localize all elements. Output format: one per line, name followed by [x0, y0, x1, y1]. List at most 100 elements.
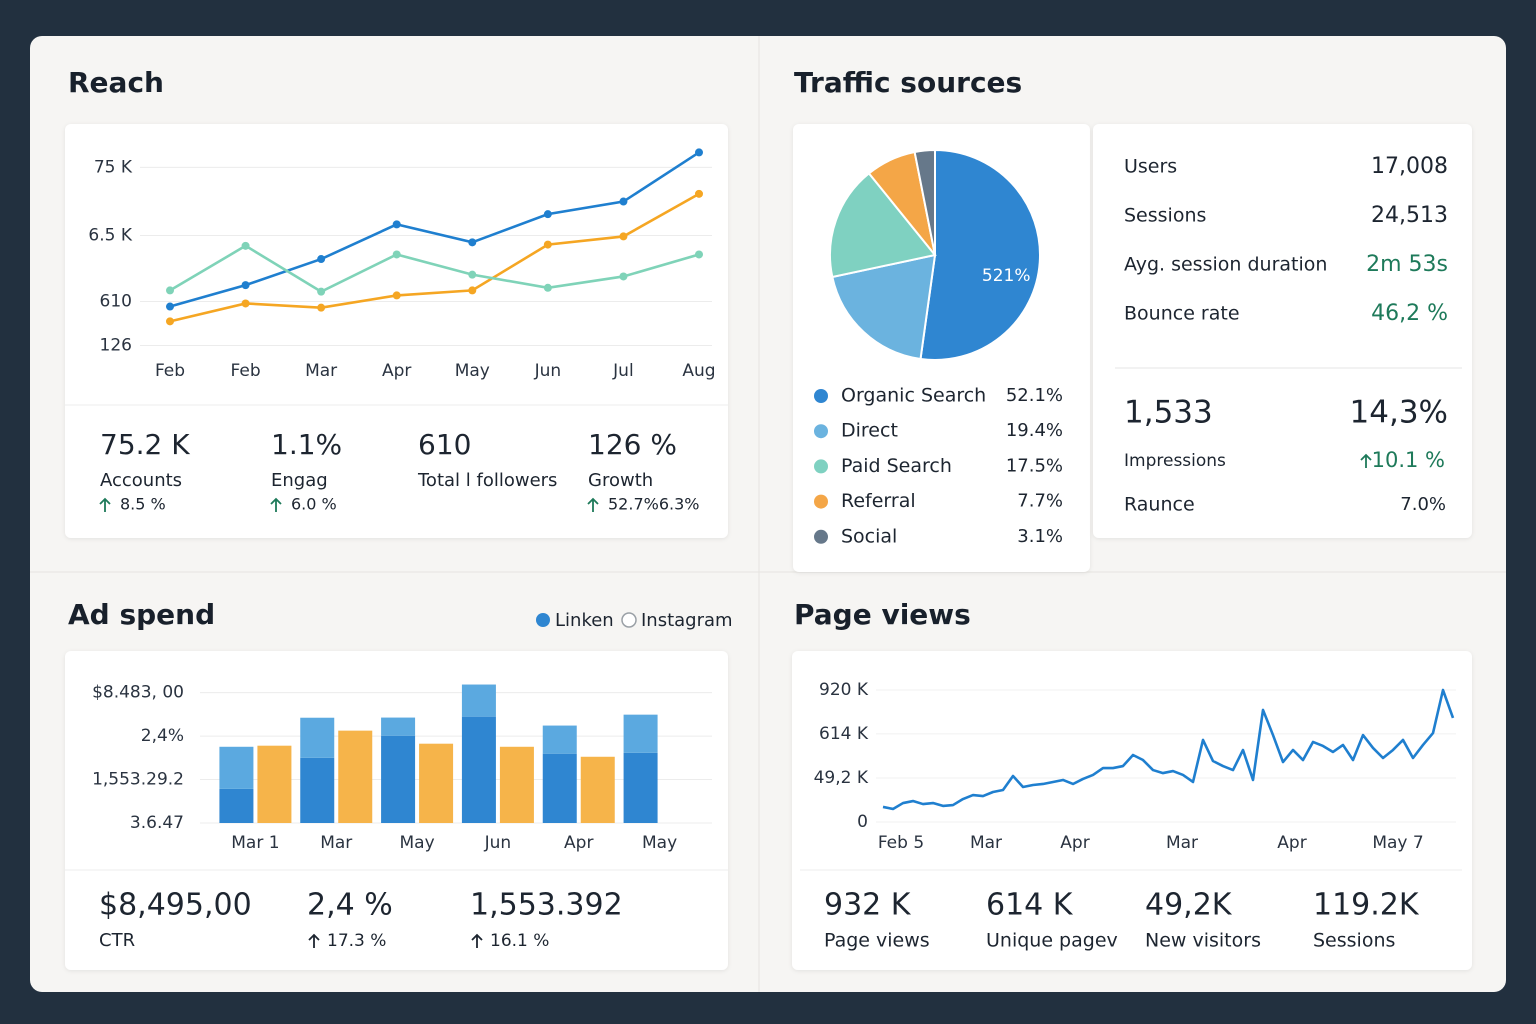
marker [619, 232, 628, 241]
marker [166, 286, 174, 295]
x-tick-label: May [400, 833, 435, 853]
panel-title: Ad spend [68, 598, 215, 631]
x-tick-label: Mar 1 [231, 833, 279, 853]
up-arrow [99, 497, 111, 512]
marker [619, 197, 628, 206]
stat-label: Raunce [1124, 494, 1195, 516]
bar [461, 716, 496, 823]
marker [468, 286, 477, 295]
stat-change: 6.0 % [291, 495, 337, 514]
stat-value: 119.2K [1313, 888, 1420, 923]
bar [419, 743, 454, 823]
legend-swatch [536, 613, 550, 627]
stat-change: 16.1 % [490, 931, 549, 951]
y-tick-label: 614 K [819, 724, 869, 744]
legend-label: Instagram [641, 610, 733, 631]
slice-label: 521% [982, 266, 1031, 286]
x-tick-label: Jun [534, 361, 562, 381]
x-tick-label: Mar [305, 361, 337, 381]
legend-label: Social [841, 525, 897, 547]
x-tick-label: Mar [320, 833, 352, 853]
stat-value: 610 [418, 428, 471, 461]
bar [623, 714, 658, 753]
bar [300, 757, 335, 823]
stat-value: 7.0% [1400, 494, 1446, 515]
y-tick-label: 610 [100, 292, 132, 312]
stat-label: CTR [99, 930, 135, 951]
bar [461, 684, 496, 717]
stat-label: Impressions [1124, 451, 1226, 471]
legend-label: Linken [555, 610, 614, 631]
legend-swatch [814, 459, 828, 474]
line [169, 192, 700, 323]
x-tick-label: Feb 5 [878, 833, 924, 853]
legend-label: Referral [841, 490, 916, 512]
stat-change: 52.7%6.3% [608, 495, 699, 514]
marker [695, 250, 703, 259]
stat-value: 46,2 % [1371, 301, 1448, 326]
y-tick-label: 0 [857, 812, 868, 832]
y-tick-label: 1,553.29.2 [92, 770, 184, 790]
stat-value: 2m 53s [1366, 252, 1448, 277]
line [169, 151, 700, 308]
marker [619, 272, 628, 281]
bar [219, 788, 254, 823]
legend-swatch [814, 494, 828, 509]
up-arrow [1360, 453, 1372, 468]
y-tick-label: 75 K [94, 157, 133, 177]
y-tick-label: 126 [100, 336, 132, 356]
panel-title: Page views [794, 598, 971, 631]
x-tick-label: May [642, 833, 677, 853]
stat-value: 614 K [986, 888, 1074, 923]
x-tick-label: May 7 [1372, 833, 1423, 853]
y-tick-label: 920 K [819, 680, 869, 700]
bar [542, 753, 577, 823]
stat-value: 49,2K [1145, 888, 1233, 923]
legend-swatch [814, 424, 828, 439]
x-tick-label: Aug [682, 361, 715, 381]
y-tick-label: 3.6.47 [130, 813, 184, 833]
y-tick-label: 6.5 K [88, 226, 132, 246]
line [169, 244, 700, 294]
legend-value: 19.4% [1006, 420, 1063, 441]
bar [381, 735, 416, 823]
y-tick-label: $8.483, 00 [92, 683, 184, 703]
x-tick-label: Mar [1166, 833, 1198, 853]
panel [1093, 124, 1472, 538]
pie-slice [831, 253, 937, 361]
legend-swatch [621, 612, 637, 628]
bar [499, 746, 534, 823]
stat-value: 24,513 [1371, 203, 1448, 228]
stat-label: Sessions [1313, 930, 1395, 952]
stat-label: Bounce rate [1124, 303, 1240, 325]
stat-value: $8,495,00 [99, 888, 252, 923]
panel [65, 124, 728, 538]
stat-value: 1.1% [271, 428, 342, 461]
panel [792, 651, 1472, 970]
legend-value: 7.7% [1017, 491, 1063, 512]
bar [219, 746, 254, 789]
stat-value: 1,553.392 [470, 888, 623, 923]
stat-value: 1,533 [1124, 395, 1213, 431]
x-tick-label: Feb [155, 361, 185, 381]
y-tick-label: 2,4% [141, 726, 184, 746]
stat-label: Total l followers [417, 470, 557, 491]
x-tick-label: Feb [231, 361, 261, 381]
x-tick-label: Apr [382, 361, 411, 381]
marker [468, 270, 477, 279]
marker [392, 291, 401, 300]
up-arrow [308, 933, 320, 948]
marker [241, 241, 250, 250]
marker [317, 255, 326, 264]
bar [338, 730, 373, 823]
stat-change: 10.1 % [1372, 448, 1445, 472]
stat-label: Sessions [1124, 205, 1206, 227]
stat-value: 932 K [824, 888, 912, 923]
bar [623, 752, 658, 823]
marker [241, 281, 250, 290]
stat-change: 8.5 % [120, 495, 166, 514]
legend-swatch [814, 529, 828, 544]
marker [468, 238, 477, 247]
